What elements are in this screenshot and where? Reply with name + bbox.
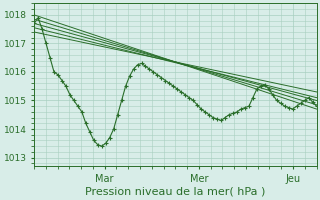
- X-axis label: Pression niveau de la mer( hPa ): Pression niveau de la mer( hPa ): [85, 187, 266, 197]
